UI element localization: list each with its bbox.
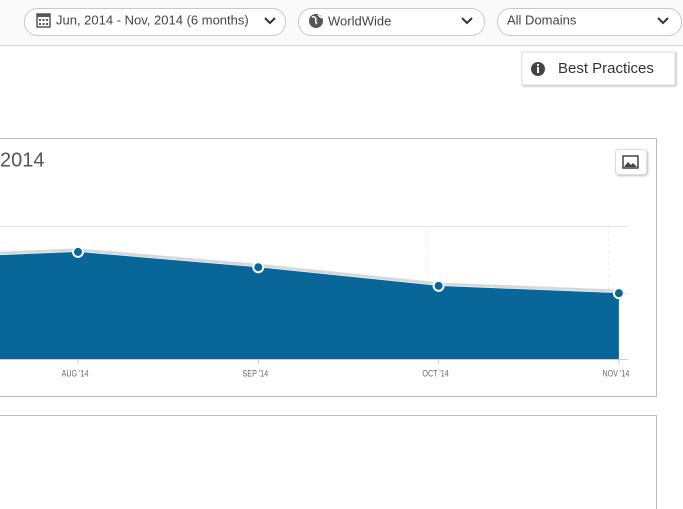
chart-title: 2014 [0,149,45,171]
data-point [432,279,445,292]
x-tick-label: NOV '14 [602,369,629,379]
chevron [657,17,669,25]
x-tick-label: AUG '14 [62,369,89,379]
date-range: Jun, 2014 - Nov, 2014 (6 months) [56,12,249,27]
best-practices-button[interactable]: Best Practices [521,51,676,86]
chevron [461,17,473,25]
region-dropdown[interactable]: WorldWide [298,8,485,36]
domains: All Domains [507,12,577,27]
data-point [612,287,625,300]
best-practices-label: Best Practices [558,60,654,77]
export-image-button[interactable] [615,149,647,175]
date-dropdown[interactable]: Jun, 2014 - Nov, 2014 (6 months) [24,8,286,36]
region: WorldWide [328,13,391,28]
domains-dropdown[interactable]: All Domains [497,8,682,36]
chevron [264,17,276,25]
x-tick-label: OCT '14 [422,369,449,379]
data-point [72,245,84,258]
x-tick-label: SEP '14 [243,369,269,379]
area [0,251,619,359]
secondary-panel [0,415,657,509]
plot-area [0,226,628,360]
calendar-icon [36,13,51,28]
data-point [252,261,265,274]
